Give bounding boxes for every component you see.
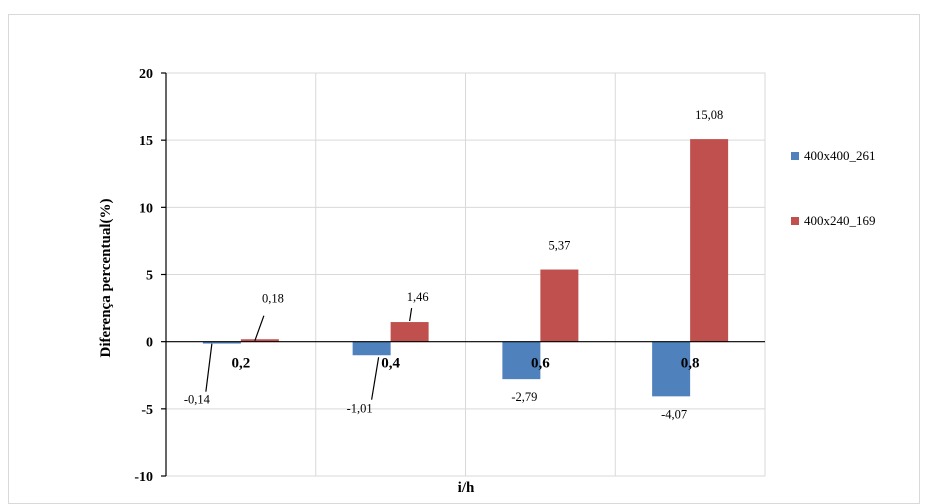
category-label: 0,8	[681, 356, 700, 372]
data-label: 15,08	[695, 108, 723, 122]
y-tick-label: 15	[139, 134, 153, 149]
data-label-leader	[371, 357, 380, 400]
bar	[652, 341, 691, 397]
x-axis-title: i/h	[458, 480, 475, 496]
data-label-leader	[254, 315, 265, 341]
y-tick-label: 0	[146, 336, 153, 351]
y-tick-labels: 20 15 10 5 0 -5 -10	[134, 67, 153, 485]
y-tick-label: 20	[139, 67, 153, 82]
legend-swatch	[791, 217, 799, 225]
data-label: -2,79	[511, 390, 537, 404]
data-label: -0,14	[184, 393, 211, 407]
chart-frame	[8, 14, 920, 504]
category-label: 0,2	[232, 356, 251, 372]
bar	[690, 139, 729, 342]
bar	[352, 341, 391, 356]
category-labels: 0,2 0,4 0,6 0,8	[232, 356, 700, 372]
data-labels: -0,14 0,18 -1,01 1,46 -2,79 5,37 -4,07 15,08	[184, 108, 723, 421]
data-label-leader	[205, 343, 213, 392]
bar	[202, 341, 241, 344]
data-label: 5,37	[548, 239, 570, 253]
data-label: -4,07	[661, 407, 687, 421]
category-label: 0,4	[381, 356, 400, 372]
legend-swatch	[791, 152, 799, 160]
data-label-leader	[409, 307, 413, 322]
bar	[390, 322, 429, 342]
category-label: 0,6	[531, 356, 550, 372]
legend-label: 400x240_169	[804, 213, 876, 228]
legend-label: 400x400_261	[804, 148, 876, 163]
y-axis-title: Diferença percentual(%)	[98, 199, 114, 358]
bars	[202, 139, 729, 397]
data-label: 0,18	[262, 292, 284, 306]
y-tick-label: 5	[146, 269, 153, 284]
bar	[502, 341, 541, 380]
y-tick-label: -10	[134, 470, 153, 485]
data-label: -1,01	[347, 402, 373, 416]
y-tick-label: -5	[141, 403, 153, 418]
y-tick-label: 10	[139, 201, 153, 216]
axes	[161, 72, 765, 477]
bar	[240, 339, 279, 342]
data-label: 1,46	[407, 290, 429, 304]
bar	[540, 269, 579, 342]
legend: 400x400_261 400x240_169	[791, 148, 876, 228]
